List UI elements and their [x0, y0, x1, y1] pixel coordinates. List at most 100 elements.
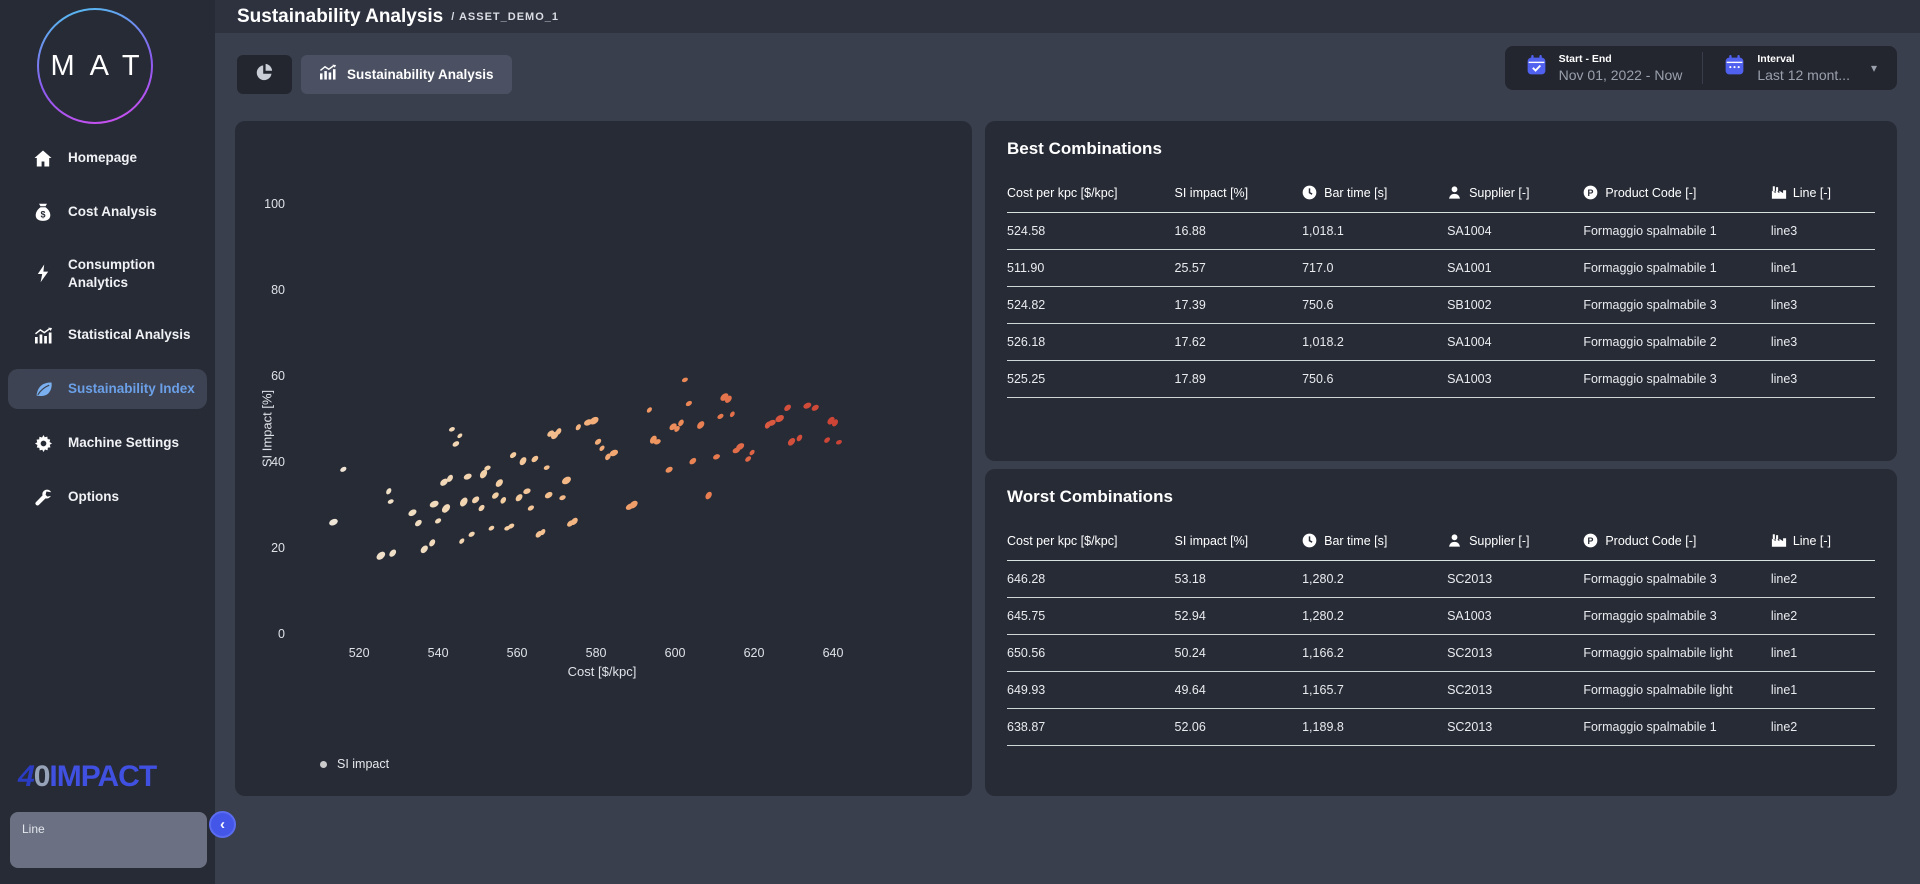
sidebar-item-label: Machine Settings — [68, 435, 180, 451]
scatter-point — [544, 491, 553, 499]
table-row[interactable]: 646.28 53.18 1,280.2 SC2013 Formaggio spalma… — [1007, 560, 1875, 598]
scatter-point — [459, 497, 468, 507]
chart-legend[interactable]: SI impact — [320, 757, 389, 771]
scatter-point — [457, 433, 463, 439]
table-cell: 17.89 — [1174, 360, 1303, 398]
scatter-point — [705, 491, 712, 500]
y-tick-label: 0 — [278, 627, 285, 641]
scatter-chart-card: SI Impact [%] 0 20 40 60 80 100 520 540 560 580 60… — [235, 121, 972, 796]
sidebar-item-cost-analysis[interactable]: $ Cost Analysis — [8, 192, 207, 232]
table-row[interactable]: 638.87 52.06 1,189.8 SC2013 Formaggio spalma… — [1007, 708, 1875, 746]
scatter-point — [713, 454, 720, 460]
svg-text:P: P — [1588, 536, 1594, 546]
scatter-point — [479, 469, 488, 479]
table-cell: SC2013 — [1447, 708, 1584, 746]
scatter-point — [787, 437, 796, 446]
sidebar-item-sustainability-index[interactable]: Sustainability Index — [8, 369, 207, 410]
breadcrumb: / ASSET_DEMO_1 — [451, 10, 559, 23]
pie-chart-tab-button[interactable] — [237, 55, 292, 94]
table-cell: 1,280.2 — [1302, 560, 1448, 598]
scatter-point — [508, 523, 515, 529]
scatter-point — [835, 439, 842, 445]
scatter-point — [448, 427, 455, 432]
mat-logo-text: MAT — [50, 49, 155, 82]
sidebar-item-options[interactable]: Options — [8, 477, 207, 517]
scatter-plot: 0 20 40 60 80 100 520 540 560 580 600 620 640 — [264, 197, 843, 660]
worst-combinations-title: Worst Combinations — [1007, 487, 1173, 506]
scatter-point — [749, 449, 755, 456]
scatter-point — [570, 517, 578, 525]
tab-sustainability-analysis[interactable]: Sustainability Analysis — [301, 55, 512, 94]
scatter-point — [796, 434, 803, 442]
table-row[interactable]: 511.90 25.57 717.0 SA1001 Formaggio spalmabi… — [1007, 249, 1875, 287]
scatter-point — [589, 416, 599, 425]
y-tick-label: 100 — [264, 197, 285, 211]
table-row[interactable]: 525.25 17.89 750.6 SA1003 Formaggio spalmabi… — [1007, 360, 1875, 398]
table-cell: Formaggio spalmabile light — [1583, 634, 1771, 672]
table-row[interactable]: 524.58 16.88 1,018.1 SA1004 Formaggio spalma… — [1007, 212, 1875, 250]
scatter-point — [559, 495, 566, 501]
table-cell: Formaggio spalmabile 2 — [1583, 323, 1771, 361]
scatter-point — [509, 452, 517, 459]
table-row[interactable]: 524.82 17.39 750.6 SB1002 Formaggio spalmabi… — [1007, 286, 1875, 324]
scatter-point — [681, 377, 688, 383]
scatter-point — [665, 466, 673, 473]
scatter-point — [387, 499, 394, 504]
scatter-point — [540, 529, 546, 536]
table-cell: SA1001 — [1447, 249, 1584, 287]
x-tick-label: 620 — [744, 646, 765, 660]
scatter-point — [653, 439, 661, 445]
column-header-line: Line [-] — [1770, 525, 1875, 561]
table-cell: 650.56 — [1007, 634, 1175, 672]
scatter-point — [605, 453, 611, 461]
scatter-point — [491, 492, 499, 499]
table-row[interactable]: 645.75 52.94 1,280.2 SA1003 Formaggio spalma… — [1007, 597, 1875, 635]
table-header-row: Cost per kpc [$/kpc] SI impact [%] Bar t… — [1007, 177, 1875, 213]
scatter-point — [523, 488, 531, 495]
date-range-filter[interactable]: Start - End Nov 01, 2022 - Now — [1505, 46, 1703, 90]
sidebar-item-statistical-analysis[interactable]: Statistical Analysis — [8, 315, 207, 355]
table-row[interactable]: 650.56 50.24 1,166.2 SC2013 Formaggio spalma… — [1007, 634, 1875, 672]
date-filter-label: Start - End — [1558, 53, 1612, 65]
table-cell: Formaggio spalmabile light — [1583, 671, 1771, 709]
chevron-down-icon[interactable]: ▾ — [1870, 61, 1877, 75]
sidebar-collapse-button[interactable]: ‹ — [209, 811, 236, 838]
sidebar-item-label: Cost Analysis — [68, 204, 157, 220]
scatter-point — [685, 400, 692, 407]
table-cell: Formaggio spalmabile 3 — [1583, 360, 1771, 398]
scatter-point — [429, 500, 439, 508]
table-cell: line2 — [1770, 560, 1875, 598]
table-cell: line3 — [1770, 212, 1875, 250]
scatter-point — [429, 539, 436, 547]
scatter-point — [515, 494, 523, 502]
scatter-point — [729, 411, 735, 418]
worst-combinations-card: Worst Combinations Cost per kpc [$/kpc] … — [985, 469, 1897, 796]
sidebar-item-machine-settings[interactable]: Machine Settings — [8, 423, 207, 463]
scatter-point — [488, 525, 495, 531]
table-row[interactable]: 526.18 17.62 1,018.2 SA1004 Formaggio spalma… — [1007, 323, 1875, 361]
scatter-point — [472, 496, 480, 504]
tables-column: Best Combinations Cost per kpc [$/kpc] S… — [985, 121, 1897, 796]
column-header-bar-time: Bar time [s] — [1302, 525, 1448, 561]
table-cell: 638.87 — [1007, 708, 1175, 746]
table-cell: 525.25 — [1007, 360, 1175, 398]
scatter-point — [408, 509, 417, 517]
table-row[interactable]: 649.93 49.64 1,165.7 SC2013 Formaggio spalma… — [1007, 671, 1875, 709]
sidebar-item-consumption-analytics[interactable]: Consumption Analytics — [8, 246, 207, 301]
wrench-icon — [33, 487, 53, 507]
scatter-point — [811, 404, 819, 411]
scatter-point — [484, 465, 491, 471]
sidebar-item-homepage[interactable]: Homepage — [8, 138, 207, 178]
mat-logo: MAT — [37, 8, 153, 124]
table-cell: line1 — [1770, 671, 1875, 709]
best-combinations-table: Cost per kpc [$/kpc] SI impact [%] Bar t… — [1007, 177, 1875, 398]
tab-label: Sustainability Analysis — [347, 67, 494, 82]
svg-text:P: P — [1588, 188, 1594, 198]
scatter-point — [500, 496, 507, 504]
x-tick-label: 520 — [349, 646, 370, 660]
pie-chart-icon — [255, 63, 274, 87]
interval-filter[interactable]: Interval Last 12 mont... ▾ — [1703, 46, 1897, 90]
sidebar-item-label: Homepage — [68, 150, 138, 166]
table-cell: 750.6 — [1302, 286, 1448, 324]
line-filter-panel[interactable]: Line — [10, 812, 207, 868]
